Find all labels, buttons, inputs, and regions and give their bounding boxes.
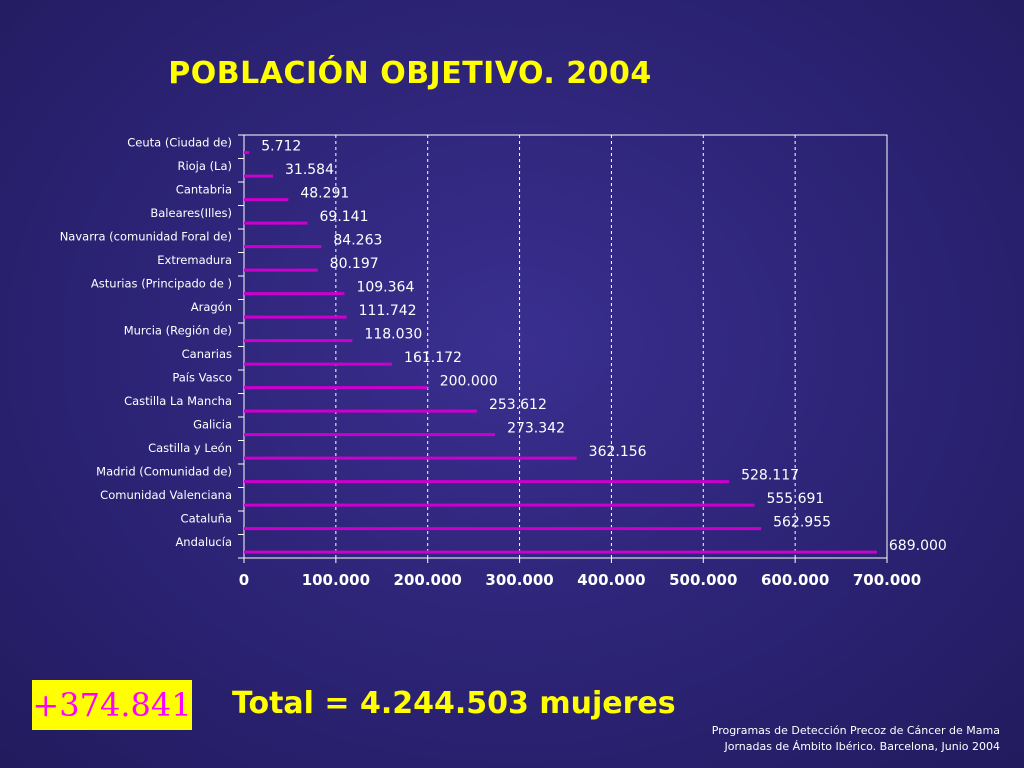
x-tick-label: 700.000 <box>853 571 921 589</box>
data-label: 80.197 <box>330 256 379 272</box>
y-tick-label: Comunidad Valenciana <box>100 488 232 502</box>
data-label: 118.030 <box>364 327 422 343</box>
source-line-2: Jornadas de Ámbito Ibérico. Barcelona, J… <box>724 740 1000 753</box>
x-tick-label: 0 <box>239 571 249 589</box>
bar <box>244 409 477 413</box>
bar <box>244 315 347 319</box>
data-label: 362.156 <box>589 444 647 460</box>
y-tick-label: Galicia <box>193 417 232 431</box>
bar <box>244 527 762 531</box>
data-label: 111.742 <box>359 303 417 319</box>
bar <box>244 480 730 484</box>
bar <box>244 386 428 390</box>
page-title: POBLACIÓN OBJETIVO. 2004 <box>168 56 652 91</box>
data-label: 528.117 <box>741 468 799 484</box>
data-label: 31.584 <box>285 162 334 178</box>
y-tick-label: Rioja (La) <box>177 159 232 173</box>
x-tick-label: 200.000 <box>394 571 462 589</box>
bar <box>244 174 274 178</box>
data-label: 689.000 <box>889 538 947 554</box>
data-label: 109.364 <box>356 280 414 296</box>
bar <box>244 292 345 296</box>
bar <box>244 503 755 507</box>
bar <box>244 362 393 366</box>
x-tick-label: 500.000 <box>669 571 737 589</box>
x-tick-label: 300.000 <box>485 571 553 589</box>
data-label: 5.712 <box>261 139 301 155</box>
bar <box>244 433 496 437</box>
bar <box>244 268 318 272</box>
data-label: 84.263 <box>333 233 382 249</box>
bar <box>244 221 308 225</box>
difference-badge: +374.841 <box>32 680 192 730</box>
y-tick-label: Ceuta (Ciudad de) <box>127 135 232 149</box>
y-tick-label: Murcia (Región de) <box>124 323 232 337</box>
data-label: 555.691 <box>766 491 824 507</box>
bar <box>244 245 322 249</box>
y-tick-label: Baleares(Illes) <box>150 206 232 220</box>
y-tick-label: País Vasco <box>172 370 232 384</box>
y-tick-label: Cantabria <box>176 182 232 196</box>
y-tick-label: Andalucía <box>175 535 232 549</box>
bar <box>244 198 289 202</box>
y-tick-label: Madrid (Comunidad de) <box>96 464 232 478</box>
y-tick-label: Castilla y León <box>148 441 232 455</box>
bar <box>244 550 877 554</box>
data-label: 562.955 <box>773 515 831 531</box>
data-label: 253.612 <box>489 397 547 413</box>
x-tick-label: 100.000 <box>302 571 370 589</box>
bar <box>244 151 250 155</box>
y-tick-label: Navarra (comunidad Foral de) <box>60 229 232 243</box>
y-tick-label: Asturias (Principado de ) <box>91 276 232 290</box>
y-tick-label: Cataluña <box>181 511 232 525</box>
source-note: Programas de Detección Precoz de Cáncer … <box>712 723 1000 755</box>
x-tick-label: 400.000 <box>577 571 645 589</box>
y-tick-label: Castilla La Mancha <box>124 394 232 408</box>
y-tick-label: Extremadura <box>157 253 232 267</box>
data-label: 200.000 <box>440 374 498 390</box>
source-line-1: Programas de Detección Precoz de Cáncer … <box>711 724 1000 737</box>
data-label: 161.172 <box>404 350 462 366</box>
total-text: Total = 4.244.503 mujeres <box>232 686 676 721</box>
y-tick-label: Aragón <box>191 300 232 314</box>
y-tick-label: Canarias <box>182 347 232 361</box>
x-tick-label: 600.000 <box>761 571 829 589</box>
data-label: 273.342 <box>507 421 565 437</box>
bar <box>244 456 577 460</box>
bar <box>244 339 353 343</box>
data-label: 48.291 <box>300 186 349 202</box>
data-label: 69.141 <box>320 209 369 225</box>
